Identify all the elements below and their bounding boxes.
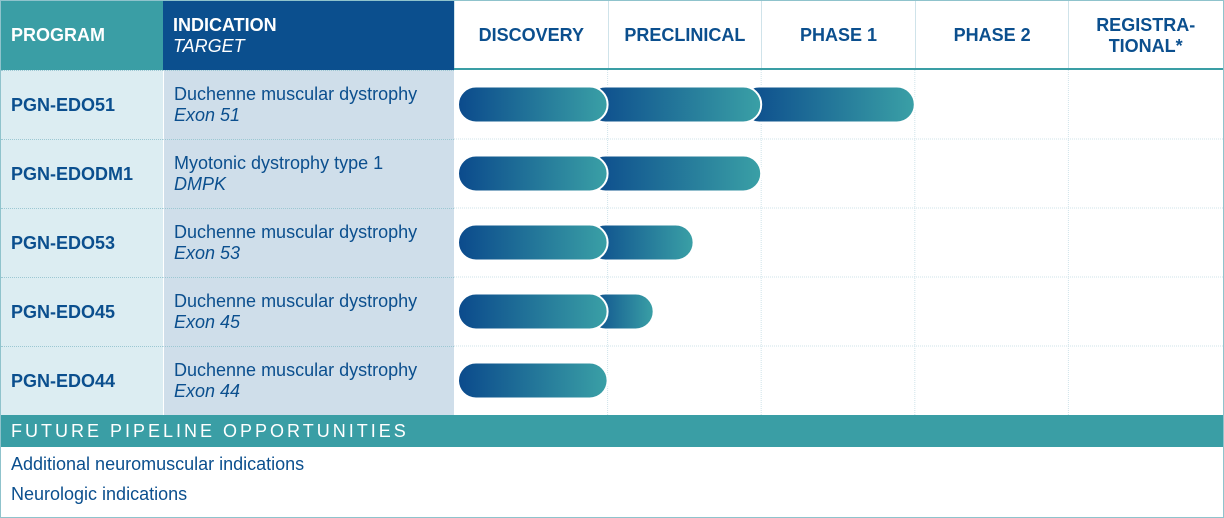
program-cell: PGN-EDODM1: [1, 139, 163, 208]
bar-segment: [457, 223, 609, 262]
phase-header: PRECLINICAL: [607, 1, 762, 70]
bar-segment: [586, 154, 763, 193]
progress-bar: [457, 292, 655, 331]
progress-bar: [457, 85, 916, 124]
indication-text: Duchenne muscular dystrophy: [174, 291, 418, 311]
program-header: PROGRAM: [1, 1, 163, 70]
phase-header: DISCOVERY: [454, 1, 608, 70]
bar-segment: [457, 85, 609, 124]
target-text: Exon 51: [174, 105, 241, 125]
indication-cell: Duchenne muscular dystrophy Exon 45: [163, 277, 454, 346]
bar-segment: [457, 361, 609, 400]
phase-header: PHASE 1: [761, 1, 915, 70]
target-text: DMPK: [174, 174, 227, 194]
indication-cell: Myotonic dystrophy type 1 DMPK: [163, 139, 454, 208]
target-text: Exon 44: [174, 381, 241, 401]
target-label: TARGET: [173, 35, 245, 56]
target-text: Exon 45: [174, 312, 241, 332]
bar-segment: [457, 292, 609, 331]
future-item: Neurologic indications: [11, 483, 188, 504]
phase-label: PRECLINICAL: [624, 25, 746, 45]
indication-text: Duchenne muscular dystrophy: [174, 222, 418, 242]
future-item: Additional neuromuscular indications: [11, 453, 305, 474]
indication-text: Myotonic dystrophy type 1: [174, 153, 384, 173]
target-text: Exon 53: [174, 243, 241, 263]
phase-label: DISCOVERY: [478, 25, 584, 45]
indication-cell: Duchenne muscular dystrophy Exon 51: [163, 70, 454, 139]
indication-label: INDICATION: [173, 14, 277, 35]
indication-cell: Duchenne muscular dystrophy Exon 44: [163, 346, 454, 415]
bar-segment: [740, 85, 916, 124]
indication-text: Duchenne muscular dystrophy: [174, 84, 418, 104]
indication-cell: Duchenne muscular dystrophy Exon 53: [163, 208, 454, 277]
phase-header: PHASE 2: [914, 1, 1069, 70]
progress-bar: [457, 223, 695, 262]
program-cell: PGN-EDO44: [1, 346, 163, 415]
bar-segment: [586, 85, 763, 124]
phase-label: REGISTRA-TIONAL*: [1096, 14, 1196, 56]
progress-bar: [457, 154, 763, 193]
bar-segment: [457, 154, 609, 193]
program-cell: PGN-EDO51: [1, 70, 163, 139]
phase-header: REGISTRA-TIONAL*: [1068, 1, 1222, 70]
program-cell: PGN-EDO45: [1, 277, 163, 346]
header-rule: [454, 68, 1223, 70]
phase-label: PHASE 1: [799, 25, 877, 45]
indication-header: INDICATION TARGET: [163, 1, 454, 70]
program-cell: PGN-EDO53: [1, 208, 163, 277]
future-header: FUTURE PIPELINE OPPORTUNITIES: [1, 415, 1223, 447]
progress-bar: [457, 361, 609, 400]
phase-label: PHASE 2: [953, 25, 1031, 45]
indication-text: Duchenne muscular dystrophy: [174, 360, 418, 380]
